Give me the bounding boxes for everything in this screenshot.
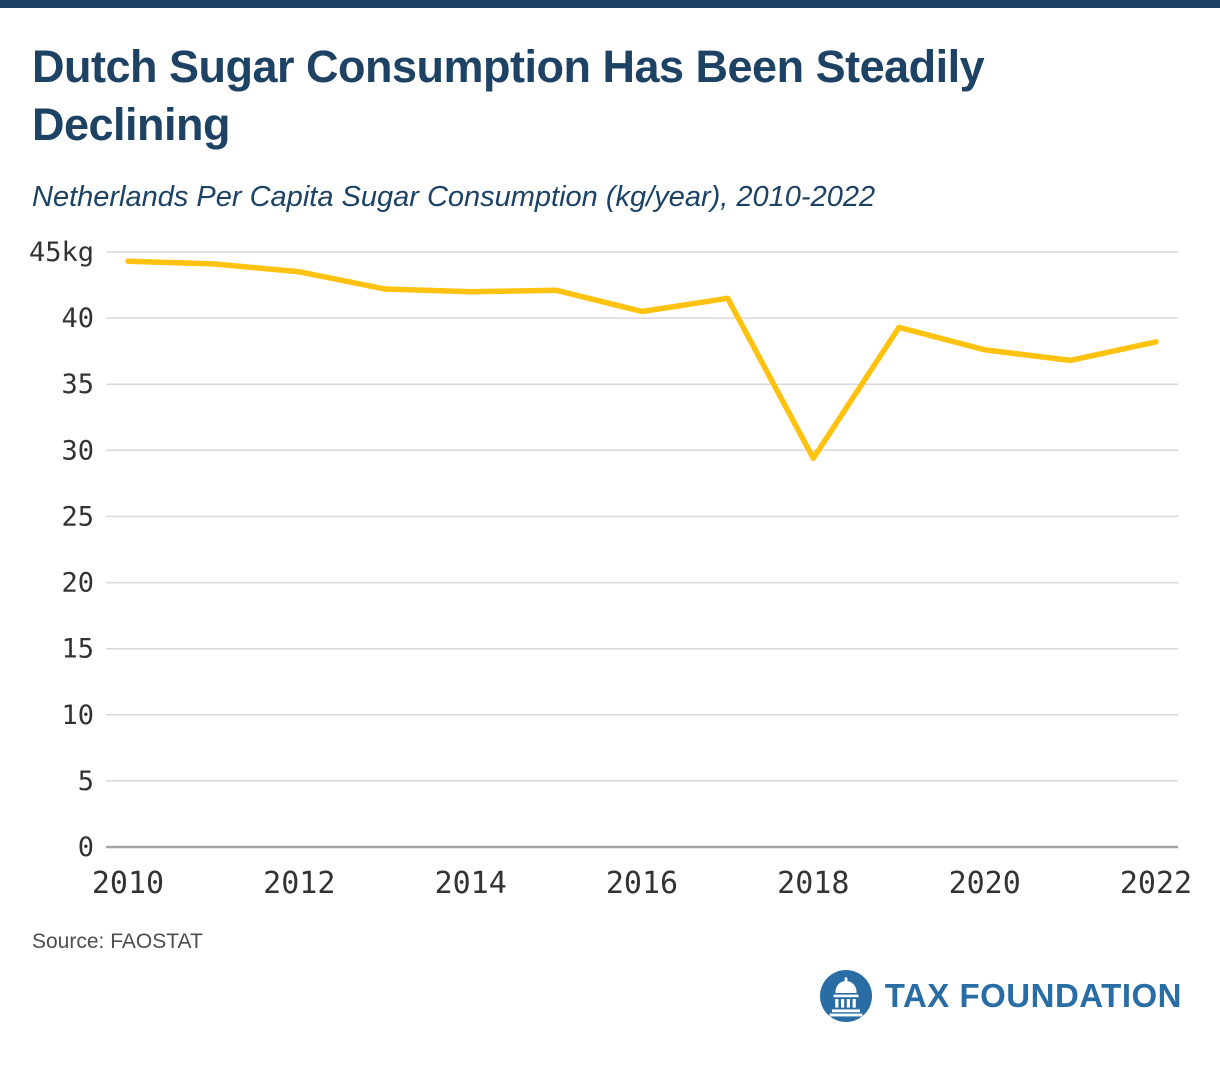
y-axis-tick: 30: [61, 435, 94, 466]
data-line: [125, 258, 1159, 462]
x-axis-tick: 2020: [949, 866, 1021, 901]
chart-title: Dutch Sugar Consumption Has Been Steadil…: [32, 41, 985, 150]
taxfoundation-logo: TAX FOUNDATION: [819, 970, 1182, 1023]
capitol-dome-icon: [819, 970, 872, 1023]
footer-logo-row: TAX FOUNDATION: [0, 970, 1182, 1023]
logo-text: TAX FOUNDATION: [884, 977, 1182, 1015]
y-axis-tick: 15: [61, 634, 94, 665]
chart-subtitle: Netherlands Per Capita Sugar Consumption…: [32, 181, 876, 214]
x-axis-tick: 2018: [777, 866, 849, 901]
y-axis-tick: 45kg: [29, 237, 94, 268]
y-axis-tick: 10: [61, 700, 94, 731]
y-axis-tick: 5: [78, 766, 94, 797]
source-note: Source: FAOSTAT: [32, 930, 203, 954]
y-axis-tick: 0: [78, 832, 94, 863]
x-axis-tick: 2022: [1120, 866, 1192, 901]
y-axis-tick: 40: [61, 303, 94, 334]
line-chart: 0 5 10 15 20 25 30 35 40 45kg 2010 2012 2014 2016 2018…: [29, 237, 1192, 901]
x-axis-tick: 2016: [606, 866, 678, 901]
x-axis-tick: 2012: [263, 866, 335, 901]
x-axis-tick: 2014: [435, 866, 507, 901]
y-axis-tick: 35: [61, 369, 94, 400]
x-axis-tick: 2010: [92, 866, 164, 901]
y-axis-tick: 20: [61, 568, 94, 599]
y-axis-tick: 25: [61, 502, 94, 533]
infographic-page: Dutch Sugar Consumption Has Been Steadil…: [0, 0, 1220, 1023]
top-accent-bar: [0, 0, 1220, 8]
